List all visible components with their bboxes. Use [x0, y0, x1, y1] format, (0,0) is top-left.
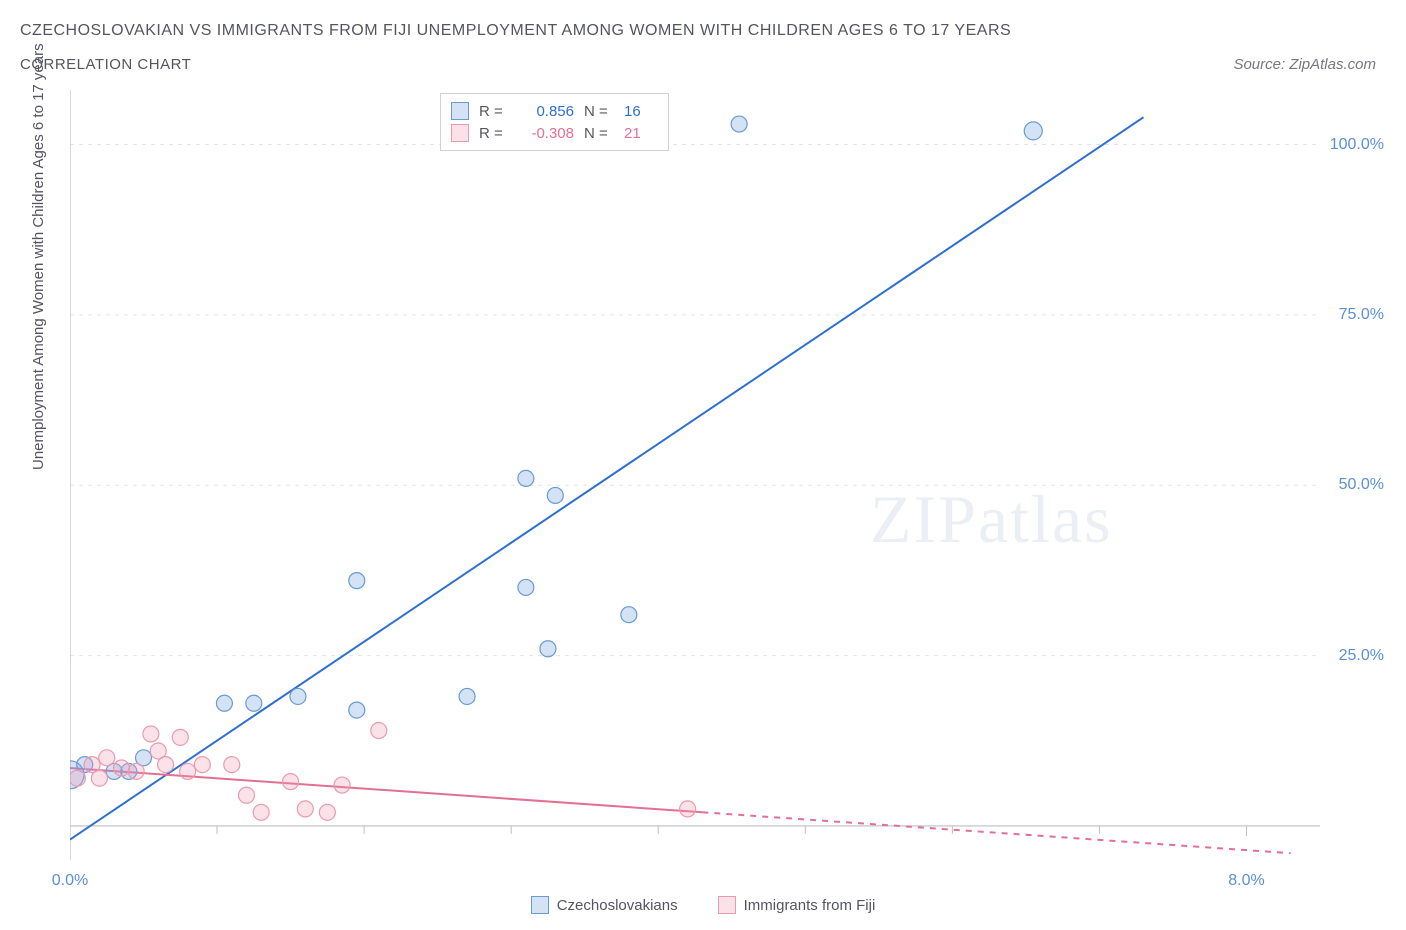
swatch-icon: [451, 124, 469, 142]
swatch-icon: [531, 896, 549, 914]
legend-item-1: Immigrants from Fiji: [718, 896, 876, 914]
r-value: 0.856: [519, 103, 574, 120]
n-value: 21: [624, 125, 654, 142]
r-value: -0.308: [519, 125, 574, 142]
y-tick-label: 75.0%: [1339, 306, 1384, 324]
r-label: R =: [479, 125, 509, 142]
y-tick-label: 100.0%: [1330, 136, 1384, 154]
x-tick-label: 0.0%: [52, 872, 88, 890]
r-label: R =: [479, 103, 509, 120]
y-axis-label: Unemployment Among Women with Children A…: [30, 43, 47, 470]
legend-item-0: Czechoslovakians: [531, 896, 678, 914]
n-label: N =: [584, 103, 614, 120]
plot-area: [70, 90, 1320, 860]
scatter-chart: [70, 90, 1320, 860]
legend-label: Czechoslovakians: [557, 897, 678, 914]
n-value: 16: [624, 103, 654, 120]
stats-row-series-0: R = 0.856 N = 16: [451, 100, 654, 122]
legend-label: Immigrants from Fiji: [744, 897, 876, 914]
source-label: Source: ZipAtlas.com: [1233, 56, 1376, 73]
stats-row-series-1: R = -0.308 N = 21: [451, 122, 654, 144]
y-tick-label: 50.0%: [1339, 476, 1384, 494]
swatch-icon: [718, 896, 736, 914]
series-legend: Czechoslovakians Immigrants from Fiji: [0, 896, 1406, 914]
stats-legend: R = 0.856 N = 16 R = -0.308 N = 21: [440, 93, 669, 151]
n-label: N =: [584, 125, 614, 142]
chart-title: CZECHOSLOVAKIAN VS IMMIGRANTS FROM FIJI …: [20, 22, 1011, 40]
swatch-icon: [451, 102, 469, 120]
y-tick-label: 25.0%: [1339, 647, 1384, 665]
x-tick-label: 8.0%: [1228, 872, 1264, 890]
